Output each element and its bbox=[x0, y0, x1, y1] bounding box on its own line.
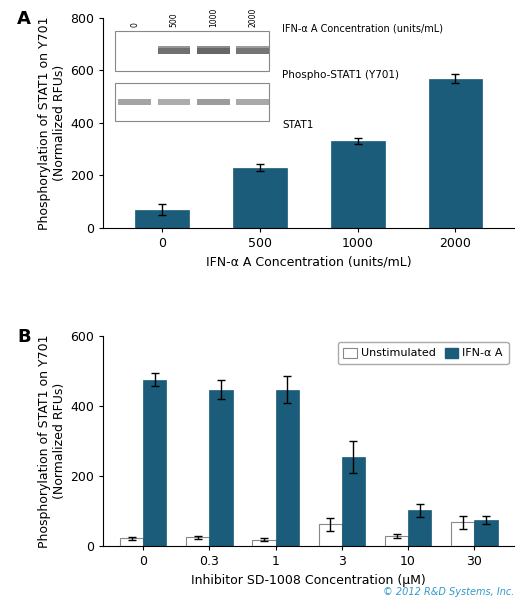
Bar bbox=[135, 210, 189, 227]
Text: A: A bbox=[17, 10, 31, 28]
Bar bbox=[143, 380, 166, 546]
Bar bbox=[385, 536, 408, 546]
X-axis label: Inhibitor SD-1008 Concentration (μM): Inhibitor SD-1008 Concentration (μM) bbox=[191, 574, 426, 587]
Bar bbox=[120, 538, 143, 546]
Text: IFN-α A Concentration (units/mL): IFN-α A Concentration (units/mL) bbox=[282, 23, 443, 33]
Bar bbox=[474, 520, 498, 546]
Bar bbox=[451, 522, 474, 546]
Text: © 2012 R&D Systems, Inc.: © 2012 R&D Systems, Inc. bbox=[383, 587, 514, 597]
Text: STAT1: STAT1 bbox=[282, 120, 313, 130]
Text: Phospho-STAT1 (Y701): Phospho-STAT1 (Y701) bbox=[282, 70, 399, 80]
Bar bbox=[342, 457, 365, 546]
Bar bbox=[319, 524, 342, 546]
Y-axis label: Phosphorylation of STAT1 on Y701
(Normalized RFUs): Phosphorylation of STAT1 on Y701 (Normal… bbox=[38, 16, 66, 230]
Text: B: B bbox=[17, 328, 31, 346]
Legend: Unstimulated, IFN-α A: Unstimulated, IFN-α A bbox=[338, 342, 509, 364]
Bar bbox=[209, 389, 233, 546]
Bar bbox=[408, 511, 431, 546]
Y-axis label: Phosphorylation of STAT1 on Y701
(Normalized RFUs): Phosphorylation of STAT1 on Y701 (Normal… bbox=[38, 334, 66, 548]
Bar bbox=[252, 540, 276, 546]
Bar bbox=[233, 168, 287, 227]
X-axis label: IFN-α A Concentration (units/mL): IFN-α A Concentration (units/mL) bbox=[206, 255, 411, 268]
Bar bbox=[186, 537, 209, 546]
Bar bbox=[331, 141, 385, 227]
Bar bbox=[429, 79, 482, 227]
Bar bbox=[276, 389, 299, 546]
